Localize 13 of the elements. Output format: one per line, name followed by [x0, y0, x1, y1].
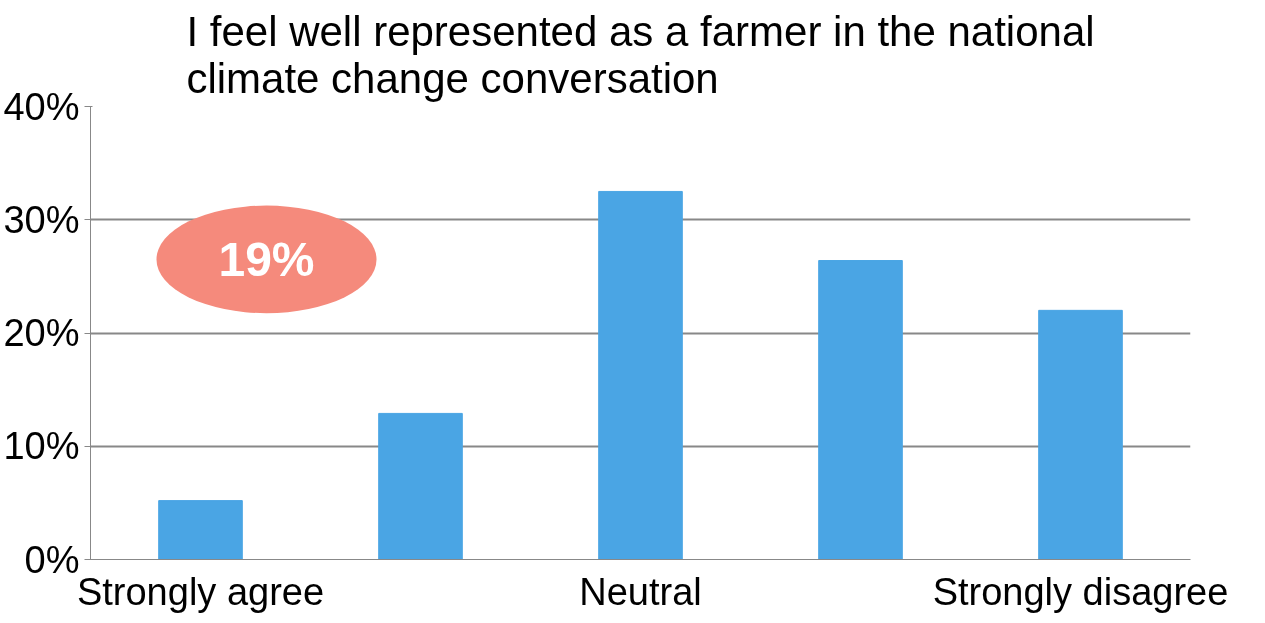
- x-tick-label: Strongly disagree: [932, 570, 1229, 613]
- bar: [158, 500, 243, 560]
- bar: [378, 412, 463, 560]
- y-tick-label: 20%: [3, 312, 80, 354]
- bar: [818, 260, 903, 560]
- annotation: 19%: [218, 232, 315, 286]
- y-tick-label: 30%: [3, 198, 80, 241]
- bar: [1038, 309, 1123, 560]
- x-tick-label: Neutral: [579, 570, 702, 613]
- chart-title: I feel well represented as a farmer in the national climate change conversation: [186, 7, 1095, 102]
- y-tick-label: 40%: [3, 85, 80, 128]
- y-tick-label: 10%: [3, 425, 80, 468]
- bar: [598, 190, 683, 560]
